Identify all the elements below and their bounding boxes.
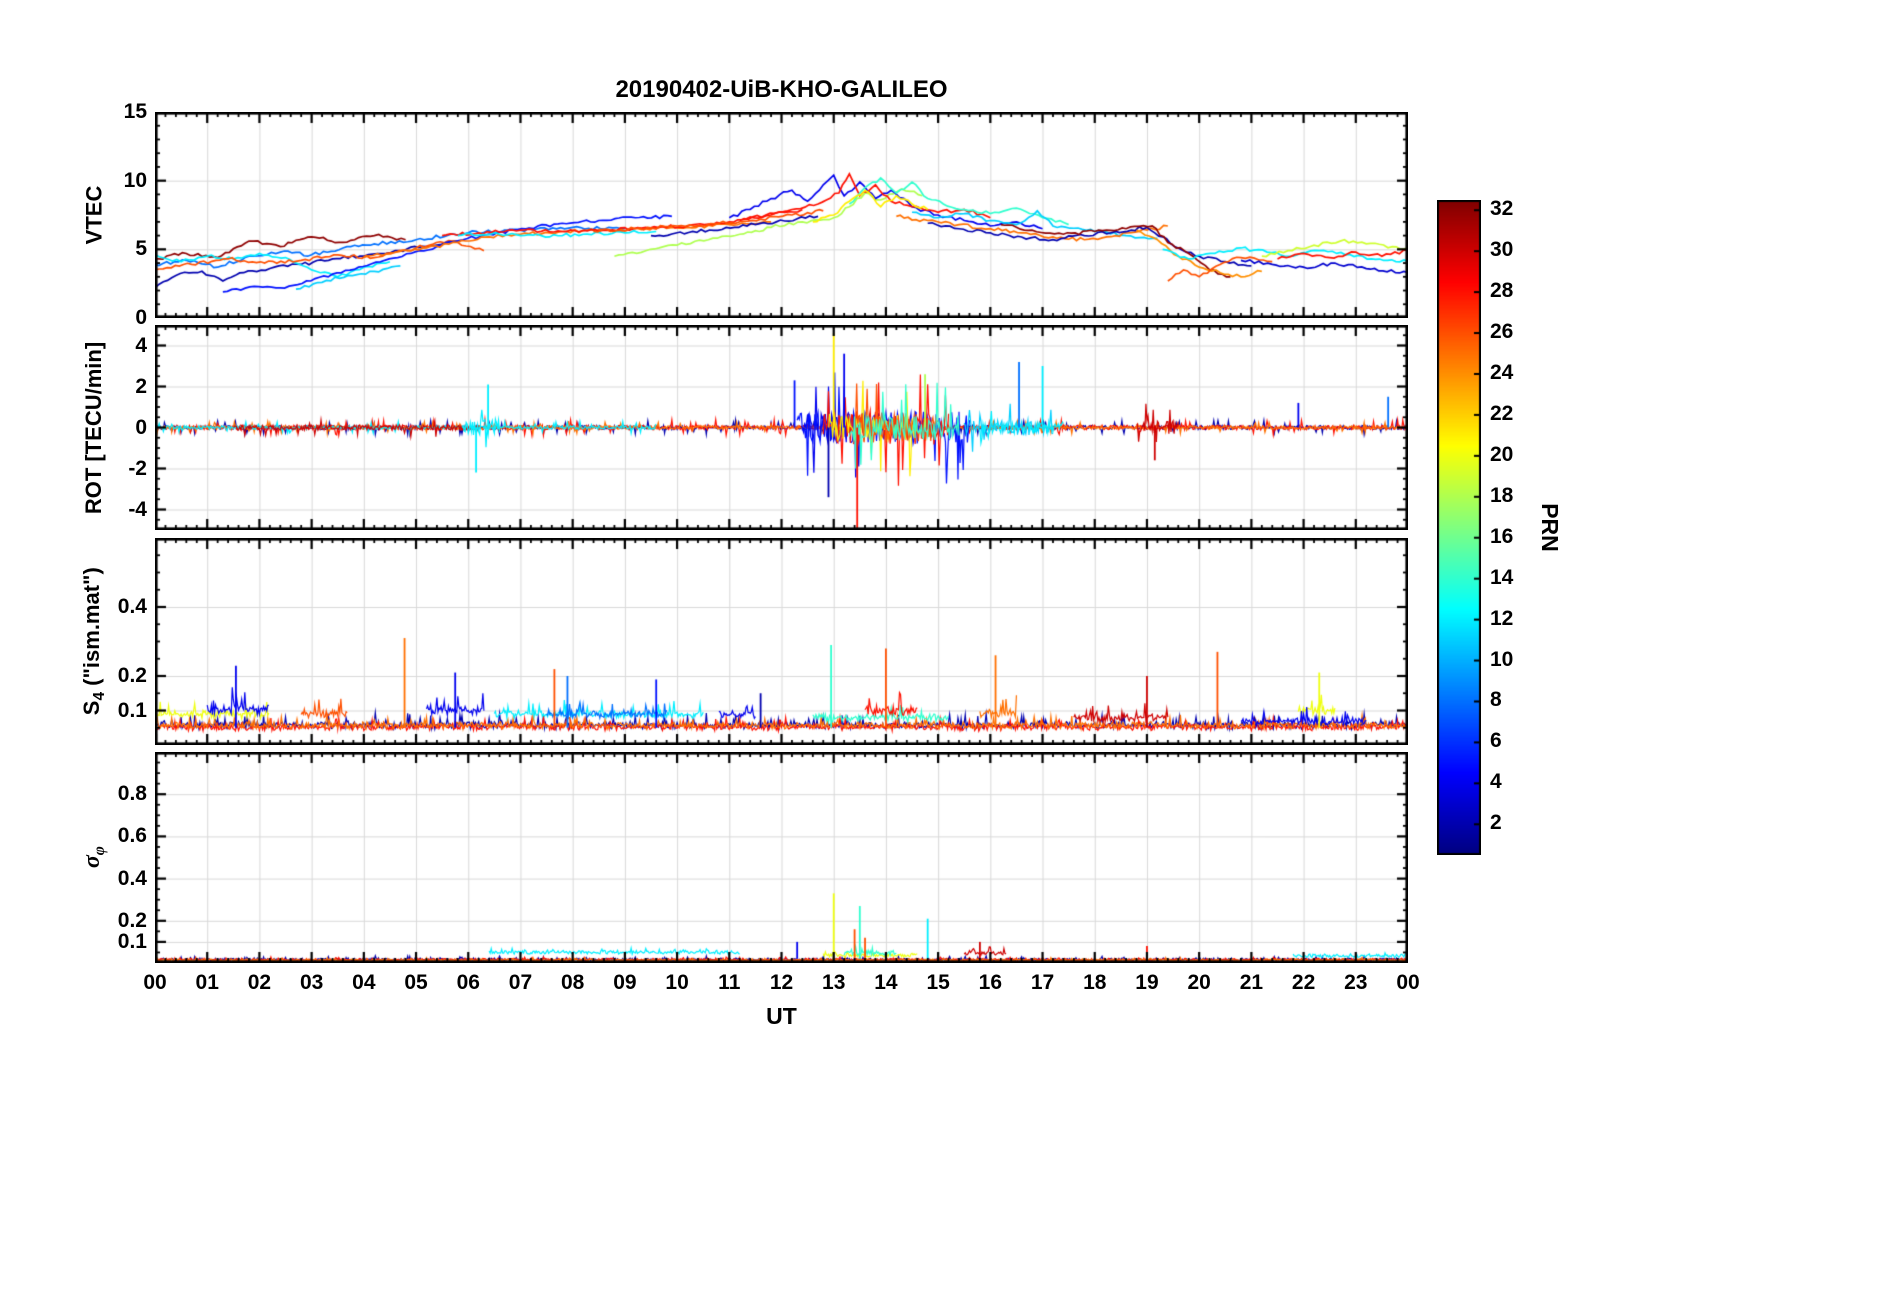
rot-panel [155, 325, 1408, 530]
x-tick-label: 00 [143, 971, 167, 994]
colorbar-tick-label: 12 [1490, 606, 1514, 630]
x-tick-label: 20 [1187, 971, 1211, 994]
x-tick-label: 21 [1239, 971, 1264, 994]
colorbar-tick-label: 8 [1490, 688, 1502, 712]
y-tick-label: 0.1 [117, 929, 147, 953]
colorbar-tick-label: 32 [1490, 197, 1514, 221]
colorbar-tick-label: 4 [1490, 770, 1502, 794]
colorbar-tick-label: 24 [1490, 360, 1514, 384]
vtec-plot-canvas [155, 112, 1408, 318]
x-tick-label: 14 [874, 971, 898, 994]
y-tick-label: 0 [135, 306, 147, 329]
x-tick-label: 23 [1344, 971, 1368, 994]
y-tick-label: 0.4 [117, 866, 147, 890]
y-tick-label: 10 [123, 168, 147, 192]
x-tick-label: 10 [665, 971, 689, 994]
colorbar-tick-label: 14 [1490, 565, 1514, 589]
colorbar-tick-label: 16 [1490, 524, 1514, 548]
y-tick-label: -4 [128, 497, 147, 521]
sigma-phi-plot-canvas [155, 752, 1408, 963]
x-tick-label: 06 [456, 971, 480, 994]
colorbar-tick-label: 10 [1490, 647, 1514, 671]
colorbar-label: PRN [1529, 200, 1569, 855]
vtec-panel [155, 112, 1408, 318]
colorbar-tick-label: 20 [1490, 442, 1514, 466]
colorbar-tick-label: 30 [1490, 238, 1514, 262]
colorbar-tick-label: 18 [1490, 483, 1514, 507]
y-tick-label: -2 [128, 456, 147, 480]
y-axis-label-vtec-text: VTEC [81, 185, 106, 245]
colorbar-tick-label: 22 [1490, 401, 1514, 425]
sigma-phi-panel [155, 752, 1408, 963]
s4-plot-canvas [155, 538, 1408, 745]
y-tick-label: 0.8 [117, 782, 147, 806]
rot-plot-canvas [155, 325, 1408, 530]
colorbar [1437, 200, 1481, 855]
y-tick-label: 2 [135, 374, 147, 398]
y-tick-label: 5 [135, 237, 147, 261]
x-tick-label: 15 [926, 971, 950, 994]
x-axis-label: UT [766, 1003, 797, 1029]
y-axis-label-vtec: VTEC [70, 112, 118, 318]
colorbar-tick-label: 26 [1490, 320, 1514, 344]
s4-panel [155, 538, 1408, 745]
y-axis-label-phi: φ [91, 846, 109, 856]
x-tick-label: 09 [613, 971, 637, 994]
x-tick-label: 00 [1396, 971, 1420, 994]
x-tick-label: 12 [769, 971, 794, 994]
colorbar-gradient [1437, 200, 1481, 855]
y-tick-label: 0.1 [117, 698, 147, 722]
x-tick-label: 02 [247, 971, 272, 994]
y-tick-label: 15 [123, 100, 147, 123]
x-tick-label: 11 [718, 971, 741, 994]
y-tick-label: 0.2 [117, 908, 147, 932]
x-tick-label: 13 [822, 971, 846, 994]
y-tick-label: 0 [135, 415, 147, 439]
x-tick-label: 22 [1291, 971, 1316, 994]
colorbar-tick-label: 2 [1490, 811, 1502, 835]
y-axis-label-sigma: σ [78, 855, 105, 869]
x-tick-label: 07 [508, 971, 533, 994]
x-tick-label: 04 [352, 971, 376, 994]
y-tick-label: 4 [135, 333, 147, 357]
y-tick-label: 0.6 [117, 824, 147, 848]
x-tick-label: 01 [195, 971, 219, 994]
colorbar-label-text: PRN [1536, 503, 1563, 552]
x-tick-label: 05 [404, 971, 428, 994]
chart-title: 20190402-UiB-KHO-GALILEO [615, 76, 948, 103]
y-tick-label: 0.2 [117, 664, 147, 687]
x-tick-label: 18 [1083, 971, 1107, 994]
x-tick-label: 19 [1135, 971, 1159, 994]
x-tick-label: 08 [560, 971, 585, 994]
x-tick-label: 17 [1030, 971, 1055, 994]
colorbar-tick-label: 28 [1490, 279, 1514, 303]
x-tick-label: 16 [978, 971, 1002, 994]
x-tick-label: 03 [299, 971, 324, 994]
y-tick-label: 0.4 [117, 595, 147, 618]
colorbar-tick-label: 6 [1490, 729, 1502, 753]
